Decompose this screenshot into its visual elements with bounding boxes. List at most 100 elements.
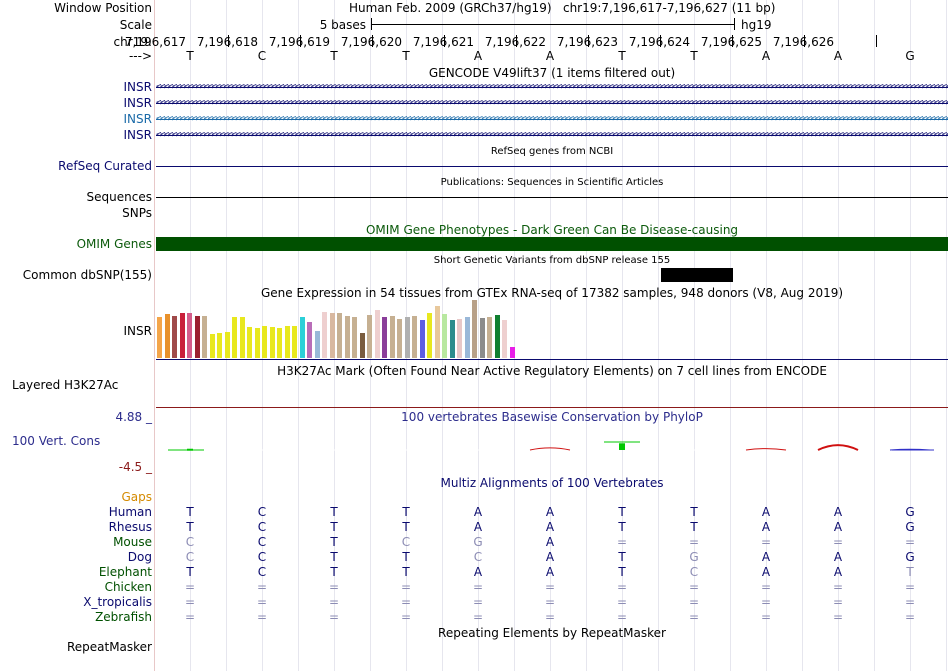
phylop-negative-mark xyxy=(817,444,859,451)
gtex-bar-chart[interactable] xyxy=(156,300,546,358)
alignment-base: C xyxy=(401,535,411,549)
gtex-bar[interactable] xyxy=(187,313,192,358)
dbsnp-variant[interactable] xyxy=(661,268,733,282)
gtex-bar[interactable] xyxy=(262,326,267,358)
dbsnp-title[interactable]: Short Genetic Variants from dbSNP releas… xyxy=(433,255,671,266)
gaps-label[interactable]: Gaps xyxy=(121,490,152,504)
sequences-label[interactable]: Sequences xyxy=(86,190,152,204)
alignment-base: T xyxy=(618,550,626,564)
gtex-bar[interactable] xyxy=(194,316,200,358)
sequences-track-line[interactable] xyxy=(156,197,948,198)
gtex-bar[interactable] xyxy=(277,328,282,358)
gtex-bar[interactable] xyxy=(224,332,230,358)
gtex-bar[interactable] xyxy=(502,320,507,358)
gtex-bar[interactable] xyxy=(307,322,312,358)
species-label[interactable]: Dog xyxy=(127,550,152,564)
alignment-base: A xyxy=(761,520,771,534)
species-label[interactable]: X_tropicalis xyxy=(83,595,152,609)
gtex-bar[interactable] xyxy=(397,319,402,358)
alignment-base: A xyxy=(761,505,771,519)
gtex-bar[interactable] xyxy=(254,328,260,358)
refseq-track-line[interactable] xyxy=(156,166,948,167)
gtex-bar[interactable] xyxy=(284,326,290,358)
gtex-bar[interactable] xyxy=(314,331,320,358)
gtex-bar[interactable] xyxy=(404,317,410,358)
gtex-bar[interactable] xyxy=(232,317,237,358)
alignment-base: = xyxy=(688,580,700,594)
gencode-track-label[interactable]: INSR xyxy=(123,112,152,126)
gtex-bar[interactable] xyxy=(389,316,395,358)
gtex-bar[interactable] xyxy=(247,327,252,358)
gtex-bar[interactable] xyxy=(337,313,342,358)
gtex-bar[interactable] xyxy=(344,316,350,358)
omim-title[interactable]: OMIM Gene Phenotypes - Dark Green Can Be… xyxy=(365,223,739,237)
gtex-bar[interactable] xyxy=(434,306,440,358)
repeatmasker-title[interactable]: Repeating Elements by RepeatMasker xyxy=(438,626,666,640)
gtex-bar[interactable] xyxy=(164,314,170,358)
phylop-min-label: -4.5 _ xyxy=(118,460,152,474)
gencode-track-label[interactable]: INSR xyxy=(123,96,152,110)
gtex-bar[interactable] xyxy=(464,317,470,358)
dbsnp-label[interactable]: Common dbSNP(155) xyxy=(22,268,152,282)
gtex-bar[interactable] xyxy=(419,320,425,358)
gtex-bar[interactable] xyxy=(172,316,177,358)
ruler-tick xyxy=(516,35,517,47)
gtex-label[interactable]: INSR xyxy=(123,324,152,338)
gtex-bar[interactable] xyxy=(374,310,380,358)
gencode-track-label[interactable]: INSR xyxy=(123,80,152,94)
refseq-label[interactable]: RefSeq Curated xyxy=(58,159,152,173)
publications-title[interactable]: Publications: Sequences in Scientific Ar… xyxy=(440,177,664,188)
grid-line xyxy=(658,0,659,671)
gtex-bar[interactable] xyxy=(479,318,485,358)
omim-label[interactable]: OMIM Genes xyxy=(76,237,152,251)
gtex-bar[interactable] xyxy=(217,333,222,358)
gtex-bar[interactable] xyxy=(239,317,245,358)
base-letter: T xyxy=(330,49,338,63)
snps-label[interactable]: SNPs xyxy=(122,206,152,220)
gtex-bar[interactable] xyxy=(352,317,357,358)
multiz-title[interactable]: Multiz Alignments of 100 Vertebrates xyxy=(440,476,664,490)
gtex-bar[interactable] xyxy=(202,316,207,358)
gencode-track-label[interactable]: INSR xyxy=(123,128,152,142)
h3k27ac-label[interactable]: Layered H3K27Ac xyxy=(12,378,119,392)
gtex-bar[interactable] xyxy=(209,334,215,358)
gtex-bar[interactable] xyxy=(442,314,447,358)
gtex-bar[interactable] xyxy=(457,319,462,358)
species-label[interactable]: Zebrafish xyxy=(95,610,152,624)
gtex-bar[interactable] xyxy=(494,315,500,358)
omim-feature[interactable] xyxy=(156,237,948,251)
h3k27ac-title[interactable]: H3K27Ac Mark (Often Found Near Active Re… xyxy=(277,364,827,378)
gtex-bar[interactable] xyxy=(509,347,515,358)
phylop-label[interactable]: 100 Vert. Cons xyxy=(12,434,101,448)
alignment-base: = xyxy=(256,595,268,609)
gtex-bar[interactable] xyxy=(427,313,432,358)
species-label[interactable]: Chicken xyxy=(104,580,152,594)
species-label[interactable]: Elephant xyxy=(98,565,152,579)
refseq-title[interactable]: RefSeq genes from NCBI xyxy=(490,146,614,157)
ruler-tick xyxy=(228,35,229,47)
gtex-bar[interactable] xyxy=(292,326,297,358)
gtex-bar[interactable] xyxy=(412,316,417,358)
alignment-base: = xyxy=(616,535,628,549)
gtex-bar[interactable] xyxy=(269,327,275,358)
gtex-bar[interactable] xyxy=(367,315,372,358)
gtex-bar[interactable] xyxy=(359,333,365,358)
gtex-bar[interactable] xyxy=(157,317,162,358)
species-label[interactable]: Rhesus xyxy=(108,520,152,534)
gtex-bar[interactable] xyxy=(179,313,185,358)
gtex-title[interactable]: Gene Expression in 54 tissues from GTEx … xyxy=(260,286,844,300)
grid-line xyxy=(838,0,839,671)
phylop-plot[interactable] xyxy=(156,424,948,470)
gencode-title[interactable]: GENCODE V49lift37 (1 items filtered out) xyxy=(428,66,676,80)
gtex-bar[interactable] xyxy=(329,313,335,358)
gtex-bar[interactable] xyxy=(472,300,477,358)
gtex-bar[interactable] xyxy=(487,317,492,358)
phylop-title[interactable]: 100 vertebrates Basewise Conservation by… xyxy=(401,410,703,424)
species-label[interactable]: Mouse xyxy=(113,535,152,549)
species-label[interactable]: Human xyxy=(108,505,152,519)
repeatmasker-label[interactable]: RepeatMasker xyxy=(66,640,152,654)
gtex-bar[interactable] xyxy=(322,312,327,358)
gtex-bar[interactable] xyxy=(382,317,387,358)
gtex-bar[interactable] xyxy=(449,320,455,358)
gtex-bar[interactable] xyxy=(299,317,305,358)
